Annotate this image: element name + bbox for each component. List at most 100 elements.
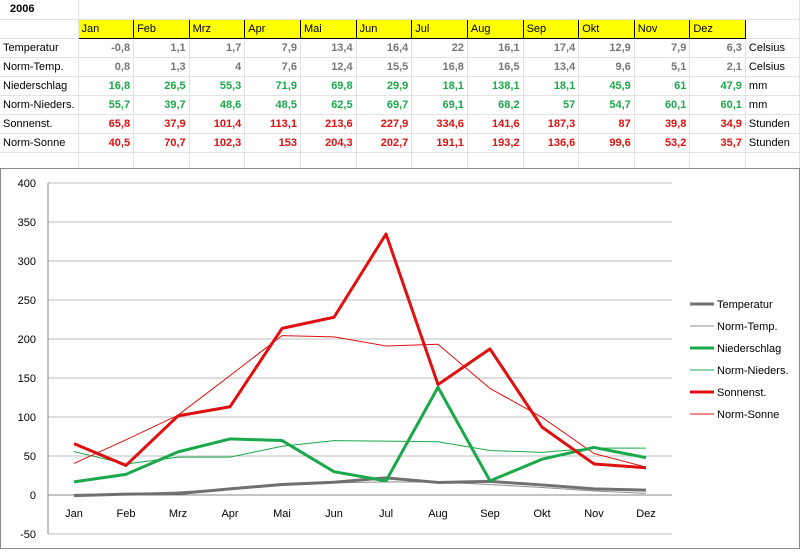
table-cell[interactable]: 47,9 bbox=[689, 76, 746, 96]
month-header-mrz[interactable]: Mrz bbox=[189, 18, 246, 39]
series-line-sonnenst[interactable] bbox=[73, 232, 647, 470]
unit-cell[interactable]: Celsius bbox=[745, 57, 800, 77]
year-title[interactable]: 2006 bbox=[0, 0, 79, 20]
table-cell[interactable]: 187,3 bbox=[523, 114, 580, 134]
table-cell[interactable]: 26,5 bbox=[133, 76, 190, 96]
legend[interactable]: Temperatur Norm-Temp. Niederschlag Norm-Nie… bbox=[690, 299, 789, 421]
table-cell[interactable]: 193,2 bbox=[467, 133, 524, 153]
table-cell[interactable]: 1,7 bbox=[189, 38, 246, 58]
table-cell[interactable]: 101,4 bbox=[189, 114, 246, 134]
table-cell[interactable]: 16,8 bbox=[78, 76, 135, 96]
table-cell[interactable]: 35,7 bbox=[689, 133, 746, 153]
table-cell[interactable]: 204,3 bbox=[300, 133, 357, 153]
table-cell[interactable]: 69,1 bbox=[411, 95, 468, 115]
table-cell[interactable]: 69,8 bbox=[300, 76, 357, 96]
table-cell[interactable]: 18,1 bbox=[411, 76, 468, 96]
month-header-nov[interactable]: Nov bbox=[634, 18, 691, 39]
unit-cell[interactable]: Stunden bbox=[745, 133, 800, 153]
month-header-jun[interactable]: Jun bbox=[356, 18, 413, 39]
table-cell[interactable]: 1,1 bbox=[133, 38, 190, 58]
line-chart[interactable]: 400 350 300 250 200 150 100 50 0 -50 Jan Feb Mrz Apr… bbox=[0, 168, 800, 549]
table-cell[interactable]: 55,3 bbox=[189, 76, 246, 96]
row-label[interactable]: Norm-Nieders. bbox=[0, 95, 79, 115]
table-cell[interactable]: 191,1 bbox=[411, 133, 468, 153]
table-cell[interactable]: 136,6 bbox=[523, 133, 580, 153]
unit-cell[interactable]: mm bbox=[745, 95, 800, 115]
table-cell[interactable]: 4 bbox=[189, 57, 246, 77]
table-cell[interactable]: 70,7 bbox=[133, 133, 190, 153]
table-cell[interactable]: 29,9 bbox=[356, 76, 413, 96]
table-cell[interactable]: 22 bbox=[411, 38, 468, 58]
row-label[interactable]: Temperatur bbox=[0, 38, 79, 58]
table-cell[interactable]: -0,8 bbox=[78, 38, 135, 58]
table-cell[interactable]: 39,8 bbox=[634, 114, 691, 134]
row-label[interactable]: Norm-Sonne bbox=[0, 133, 79, 153]
table-cell[interactable]: 62,5 bbox=[300, 95, 357, 115]
month-header-okt[interactable]: Okt bbox=[578, 18, 635, 39]
table-cell[interactable]: 0,8 bbox=[78, 57, 135, 77]
legend-label[interactable]: Norm-Nieders. bbox=[717, 365, 789, 377]
table-cell[interactable]: 37,9 bbox=[133, 114, 190, 134]
table-cell[interactable]: 48,6 bbox=[189, 95, 246, 115]
table-cell[interactable]: 71,9 bbox=[244, 76, 301, 96]
table-cell[interactable]: 227,9 bbox=[356, 114, 413, 134]
month-header-apr[interactable]: Apr bbox=[244, 18, 301, 39]
table-cell[interactable]: 40,5 bbox=[78, 133, 135, 153]
table-cell[interactable]: 16,1 bbox=[467, 38, 524, 58]
month-header-jul[interactable]: Jul bbox=[411, 18, 468, 39]
table-cell[interactable]: 13,4 bbox=[300, 38, 357, 58]
table-cell[interactable]: 61 bbox=[634, 76, 691, 96]
month-header-jan[interactable]: Jan bbox=[78, 18, 135, 39]
month-header-feb[interactable]: Feb bbox=[133, 18, 190, 39]
table-cell[interactable]: 17,4 bbox=[523, 38, 580, 58]
series-line-norm-temp[interactable] bbox=[73, 481, 647, 495]
table-cell[interactable]: 2,1 bbox=[689, 57, 746, 77]
unit-cell[interactable]: Stunden bbox=[745, 114, 800, 134]
table-cell[interactable]: 57 bbox=[523, 95, 580, 115]
table-cell[interactable]: 13,4 bbox=[523, 57, 580, 77]
row-label[interactable]: Niederschlag bbox=[0, 76, 79, 96]
table-cell[interactable]: 16,8 bbox=[411, 57, 468, 77]
table-cell[interactable]: 34,9 bbox=[689, 114, 746, 134]
table-cell[interactable]: 7,6 bbox=[244, 57, 301, 77]
unit-cell[interactable]: mm bbox=[745, 76, 800, 96]
legend-label[interactable]: Niederschlag bbox=[717, 343, 781, 355]
table-cell[interactable]: 60,1 bbox=[634, 95, 691, 115]
table-cell[interactable]: 60,1 bbox=[689, 95, 746, 115]
series-line-norm-sonne[interactable] bbox=[73, 335, 647, 468]
legend-label[interactable]: Norm-Sonne bbox=[717, 409, 779, 421]
unit-cell[interactable]: Celsius bbox=[745, 38, 800, 58]
table-cell[interactable]: 6,3 bbox=[689, 38, 746, 58]
table-cell[interactable]: 12,9 bbox=[578, 38, 635, 58]
table-cell[interactable]: 99,6 bbox=[578, 133, 635, 153]
table-cell[interactable]: 7,9 bbox=[244, 38, 301, 58]
table-cell[interactable]: 87 bbox=[578, 114, 635, 134]
table-cell[interactable]: 153 bbox=[244, 133, 301, 153]
table-cell[interactable]: 5,1 bbox=[634, 57, 691, 77]
table-cell[interactable]: 18,1 bbox=[523, 76, 580, 96]
legend-label[interactable]: Sonnenst. bbox=[717, 387, 767, 399]
table-cell[interactable]: 53,2 bbox=[634, 133, 691, 153]
table-cell[interactable]: 141,6 bbox=[467, 114, 524, 134]
month-header-dez[interactable]: Dez bbox=[689, 18, 746, 39]
table-cell[interactable]: 138,1 bbox=[467, 76, 524, 96]
table-cell[interactable]: 12,4 bbox=[300, 57, 357, 77]
table-cell[interactable]: 68,2 bbox=[467, 95, 524, 115]
row-label[interactable]: Sonnenst. bbox=[0, 114, 79, 134]
table-cell[interactable]: 202,7 bbox=[356, 133, 413, 153]
table-cell[interactable]: 113,1 bbox=[244, 114, 301, 134]
table-cell[interactable]: 55,7 bbox=[78, 95, 135, 115]
month-header-mai[interactable]: Mai bbox=[300, 18, 357, 39]
row-label[interactable]: Norm-Temp. bbox=[0, 57, 79, 77]
series-line-temperatur[interactable] bbox=[73, 476, 647, 498]
table-cell[interactable]: 39,7 bbox=[133, 95, 190, 115]
series-line-niederschlag[interactable] bbox=[73, 385, 647, 484]
legend-label[interactable]: Norm-Temp. bbox=[717, 321, 778, 333]
month-header-sep[interactable]: Sep bbox=[523, 18, 580, 39]
table-cell[interactable]: 15,5 bbox=[356, 57, 413, 77]
table-cell[interactable]: 54,7 bbox=[578, 95, 635, 115]
month-header-aug[interactable]: Aug bbox=[467, 18, 524, 39]
legend-label[interactable]: Temperatur bbox=[717, 299, 773, 311]
table-cell[interactable]: 1,3 bbox=[133, 57, 190, 77]
table-cell[interactable]: 65,8 bbox=[78, 114, 135, 134]
